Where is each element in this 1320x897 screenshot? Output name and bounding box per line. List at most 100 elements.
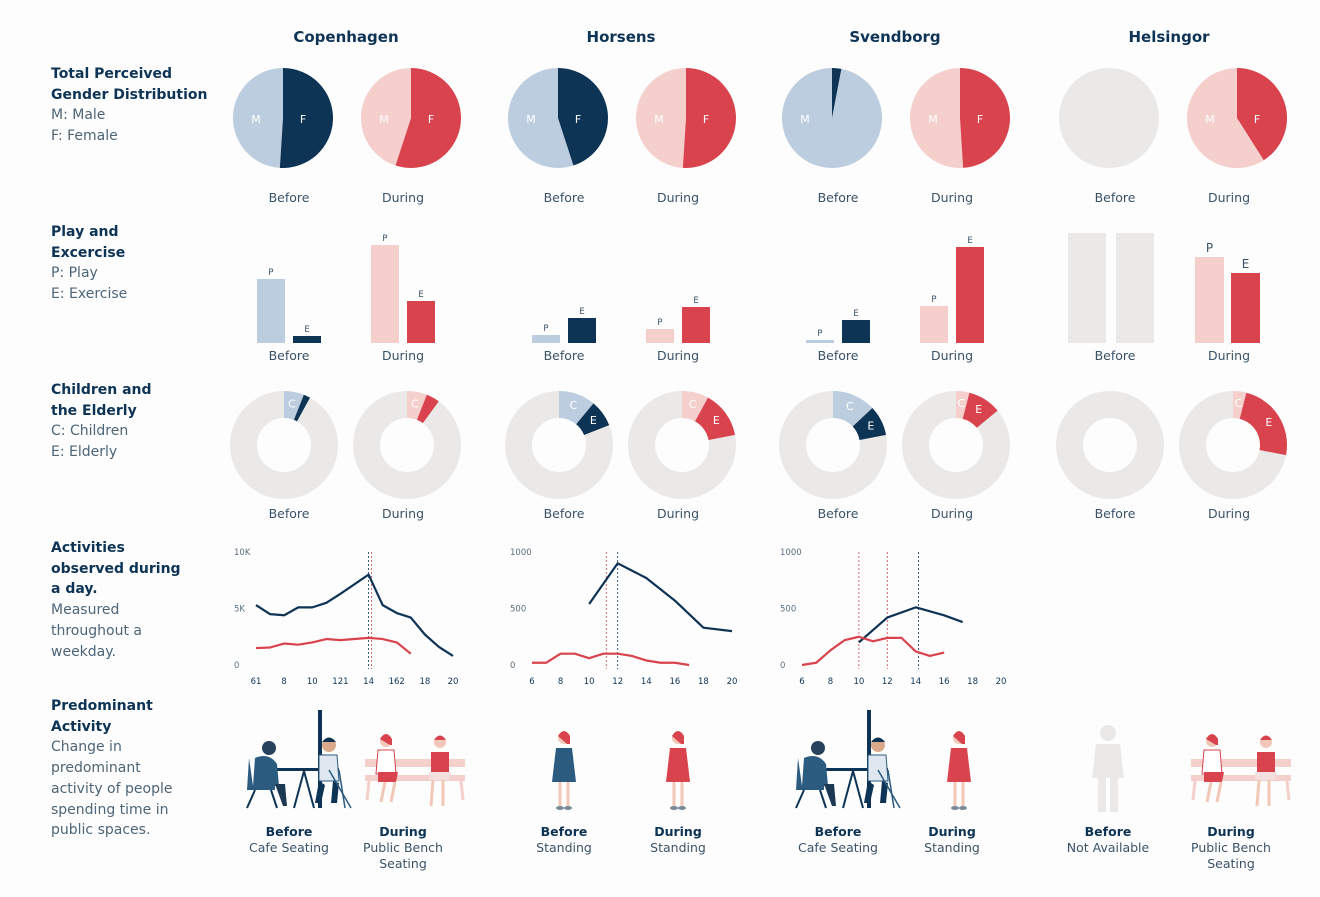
caption-before: Before: [817, 190, 859, 205]
caption-before: Before: [817, 348, 859, 363]
series-line-navy: [858, 606, 964, 644]
x-tick-label: 20: [727, 677, 738, 687]
pie-slice-female: [279, 68, 334, 168]
bar-p: [1195, 257, 1224, 343]
row-subtitle: Measured throughout a weekday.: [51, 602, 142, 660]
pie-slice-female: [832, 68, 842, 118]
pie-slice-male: [508, 67, 574, 169]
bar-label: E: [693, 296, 698, 306]
donut-slice-elderly: [1239, 392, 1287, 456]
pie-label-male: M: [928, 113, 938, 126]
x-tick-label: 12: [882, 677, 893, 687]
pie-label-male: M: [800, 113, 810, 126]
donut-slice-children: [956, 391, 970, 419]
x-tick-label: 14: [641, 677, 652, 687]
pie-label-male: M: [251, 113, 261, 126]
standing-person-icon: [947, 731, 971, 810]
donut-slice-elderly: [962, 392, 998, 428]
public-bench-icon: [365, 734, 465, 807]
series-line-red: [532, 652, 690, 667]
x-tick-label: 10: [584, 677, 595, 687]
series-line-navy: [588, 562, 733, 633]
donut-slice-children: [833, 391, 873, 427]
pie-slice-male: [233, 67, 283, 168]
caption-during: During: [381, 190, 425, 205]
pie-label-female: F: [428, 113, 434, 126]
y-tick-label: 1000: [510, 548, 532, 558]
pie-slice-male: [910, 68, 964, 168]
caption-before: Before: [268, 190, 310, 205]
bar-label: E: [853, 309, 858, 319]
row-label: Activities observed during a day. Measure…: [51, 538, 181, 662]
donut-track: [1056, 391, 1164, 499]
x-tick-label: 20: [996, 677, 1007, 687]
caption-during: During: [656, 190, 700, 205]
cafe-seating-icon: [795, 710, 901, 809]
donut-label-elderly: E: [713, 414, 720, 427]
row-subtitle: C: Children: [51, 423, 129, 440]
caption-before: Before: [268, 348, 310, 363]
series-line-red: [255, 636, 412, 655]
row-title: Children and the Elderly: [51, 382, 152, 419]
y-tick-label: 0: [234, 661, 239, 671]
activity-caption-during: During Public Bench Seating: [1191, 824, 1271, 871]
standing-person-icon: [552, 731, 576, 810]
caption-during: During: [930, 190, 974, 205]
donut-label-elderly: E: [1265, 416, 1272, 429]
pie-empty: [1059, 68, 1159, 168]
caption-during: During: [656, 348, 700, 363]
donut-label-children: C: [957, 397, 965, 410]
caption-during: During: [381, 506, 425, 521]
bar-e: [568, 318, 596, 343]
bar-label: E: [579, 307, 584, 317]
pie-label-female: F: [977, 113, 983, 126]
activity-caption-during: During Standing: [650, 824, 706, 855]
caption-during: During: [930, 348, 974, 363]
activity-caption-during: During Public Bench Seating: [363, 824, 443, 871]
donut-label-children: C: [411, 397, 419, 410]
row-subtitle: E: Elderly: [51, 444, 118, 461]
donut-slice-elderly: [695, 397, 736, 440]
row-title: Total Perceived Gender Distribution: [51, 66, 208, 103]
y-tick-label: 500: [510, 605, 526, 615]
pie-slice-female: [960, 68, 1011, 168]
donut-label-children: C: [570, 399, 578, 412]
pie-label-female: F: [1254, 113, 1260, 126]
x-tick-label: 8: [558, 677, 563, 687]
donut-slice-elderly: [416, 394, 439, 424]
x-tick-label: 18: [967, 677, 978, 687]
x-tick-label: 12: [612, 677, 623, 687]
caption-during: During: [1207, 348, 1251, 363]
activity-caption-before: Before Cafe Seating: [249, 824, 329, 855]
activity-caption-during: During Standing: [924, 824, 980, 855]
pie-label-male: M: [526, 113, 536, 126]
row-title: Predominant Activity: [51, 698, 153, 735]
bar-label: E: [967, 236, 972, 246]
x-tick-label: 18: [419, 677, 430, 687]
series-line-navy: [255, 573, 454, 657]
x-tick-label: 16: [939, 677, 950, 687]
bar-label: P: [817, 329, 822, 339]
bar-p: [532, 335, 560, 343]
pie-slice-female: [558, 68, 608, 166]
public-bench-icon: [1191, 734, 1291, 807]
bar-label: E: [1242, 257, 1250, 271]
activity-caption-before: Before Cafe Seating: [798, 824, 878, 855]
cafe-seating-icon: [246, 710, 352, 809]
pie-label-female: F: [575, 113, 581, 126]
bar-label: E: [304, 325, 309, 335]
donut-track: [230, 391, 338, 499]
not-available-icon: [1092, 725, 1124, 812]
x-tick-label: 16: [669, 677, 680, 687]
pie-label-male: M: [1205, 113, 1215, 126]
caption-before: Before: [543, 190, 585, 205]
caption-before: Before: [817, 506, 859, 521]
bar-label: P: [1206, 241, 1213, 255]
x-tick-label: 10: [307, 677, 318, 687]
activity-caption-before: Before Not Available: [1066, 824, 1150, 855]
bar-p: [257, 279, 285, 343]
pie-label-female: F: [703, 113, 709, 126]
x-tick-label: 20: [448, 677, 459, 687]
city-header: Helsingor: [1128, 28, 1210, 46]
bar-e: [293, 336, 321, 343]
